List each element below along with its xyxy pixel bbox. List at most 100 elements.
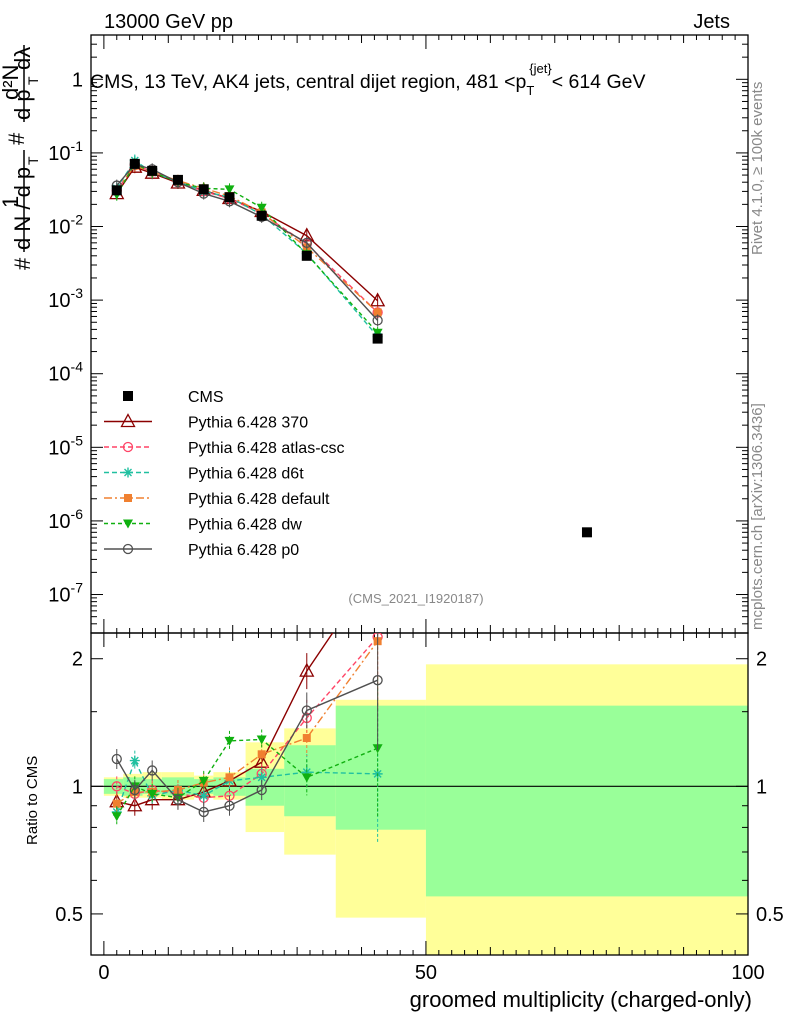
x-axis-label: groomed multiplicity (charged-only): [410, 987, 752, 1012]
uncertainty-band-inner: [284, 745, 336, 817]
y-tick-exp: -1: [71, 138, 84, 154]
data-point: [198, 790, 209, 801]
data-point: [147, 789, 158, 799]
legend-label: Pythia 6.428 default: [188, 491, 330, 508]
plot-title: CMS, 13 TeV, AK4 jets, central dijet reg…: [90, 61, 645, 98]
y-tick-exp: -2: [71, 212, 84, 228]
ratio-y-tick-label-right: 2: [756, 649, 767, 671]
data-point: [122, 441, 134, 453]
data-point: [123, 519, 133, 529]
ratio-frame: [90, 632, 749, 956]
data-point: [301, 773, 312, 783]
legend-label: Pythia 6.428 370: [188, 415, 308, 432]
data-point: [129, 755, 140, 766]
ylabel-dpT: d p: [10, 89, 35, 120]
y-tick-label: 10-7: [48, 580, 83, 607]
data-point: [370, 292, 386, 307]
legend-label: Pythia 6.428 atlas-csc: [188, 440, 345, 457]
y-tick-label: 10-3: [48, 285, 83, 312]
data-point: [123, 467, 133, 478]
data-point: [129, 158, 140, 169]
series-pythia-6-428-atlas-csc: [111, 159, 383, 319]
data-point: [373, 308, 382, 317]
header-left: 13000 GeV pp: [104, 11, 233, 33]
legend-entry: Pythia 6.428 370: [104, 413, 308, 432]
data-point: [301, 705, 312, 716]
data-point: [111, 753, 122, 765]
data-point: [147, 165, 158, 176]
y-tick-base: 10: [48, 511, 70, 533]
main-plot: 10-710-610-510-410-310-210-11: [48, 34, 749, 634]
data-point: [301, 237, 312, 248]
ylabel-hash2: #: [4, 132, 29, 145]
y-tick-exp: -7: [71, 580, 84, 596]
data-point: [581, 527, 592, 538]
header-right: Jets: [693, 11, 730, 33]
series-cms: [111, 158, 592, 538]
data-point: [147, 765, 158, 776]
series-line: [116, 162, 379, 334]
y-tick-base: 10: [48, 585, 70, 607]
legend-entry: CMS: [123, 389, 224, 406]
data-point: [224, 192, 235, 203]
data-point: [256, 210, 267, 221]
ratio-y-tick-label-right: 1: [756, 776, 767, 798]
y-tick-label: 1: [72, 69, 83, 91]
data-point: [127, 797, 143, 812]
data-point: [372, 333, 383, 344]
data-point: [371, 560, 384, 572]
analysis-id: (CMS_2021_I1920187): [348, 591, 483, 606]
legend-label: CMS: [188, 389, 224, 406]
y-tick-label: 10-2: [48, 212, 83, 239]
y-tick-label: 10-1: [48, 138, 83, 165]
ratio-series-pythia-6-428-p0: [111, 633, 383, 822]
legend-entry: Pythia 6.428 dw: [104, 517, 302, 534]
data-point: [122, 543, 134, 555]
data-point: [111, 781, 122, 792]
main-ylabel: # d N / d p T 1 # d p T dλ d²N: [0, 45, 41, 270]
legend-entry: Pythia 6.428 default: [104, 491, 330, 508]
data-point: [129, 784, 140, 796]
y-tick-base: 10: [48, 217, 70, 239]
series-pythia-6-428-370: [109, 158, 386, 307]
data-point: [111, 185, 122, 196]
y-tick-label: 10-6: [48, 506, 83, 533]
data-point: [224, 800, 235, 811]
y-tick-label: 10-4: [48, 359, 83, 386]
series-pythia-6-428-p0: [111, 158, 383, 327]
main-series-group: [109, 154, 592, 538]
data-point: [372, 315, 383, 326]
legend-label: Pythia 6.428 p0: [188, 542, 299, 559]
series-line: [116, 163, 379, 321]
uncertainty-band-inner: [335, 705, 426, 830]
data-point: [257, 750, 266, 759]
series-line: [116, 166, 379, 302]
ratio-plot: 0 50 100 0.5 0.5 1 1 2 2: [55, 560, 784, 984]
ylabel-dlambda: dλ: [10, 47, 35, 70]
data-point: [172, 174, 183, 185]
ratio-series-group: [109, 560, 384, 844]
series-pythia-6-428-d6t: [111, 154, 383, 343]
y-tick-label: 10-5: [48, 432, 83, 459]
ratio-y-tick-label: 1: [72, 776, 83, 798]
y-tick-exp: -3: [71, 285, 84, 301]
data-point: [299, 662, 315, 677]
data-point: [123, 391, 133, 401]
ratio-ylabel: Ratio to CMS: [24, 756, 41, 845]
x-tick-label: 100: [731, 962, 764, 984]
mcplots-label: mcplots.cern.ch [arXiv:1306.3436]: [749, 403, 766, 630]
uncertainty-band-inner: [425, 705, 748, 897]
ratio-y-tick-label: 2: [72, 649, 83, 671]
data-point: [301, 250, 312, 261]
data-point: [198, 806, 209, 818]
legend-entry: Pythia 6.428 atlas-csc: [104, 440, 345, 457]
data-point: [256, 772, 267, 783]
data-point: [302, 734, 311, 743]
plot-title-sup: {jet}: [529, 61, 552, 76]
y-tick-exp: -4: [71, 359, 84, 375]
y-tick-exp: -5: [71, 432, 84, 448]
x-tick-label: 50: [415, 962, 437, 984]
data-point: [256, 735, 267, 745]
data-point: [256, 203, 267, 213]
